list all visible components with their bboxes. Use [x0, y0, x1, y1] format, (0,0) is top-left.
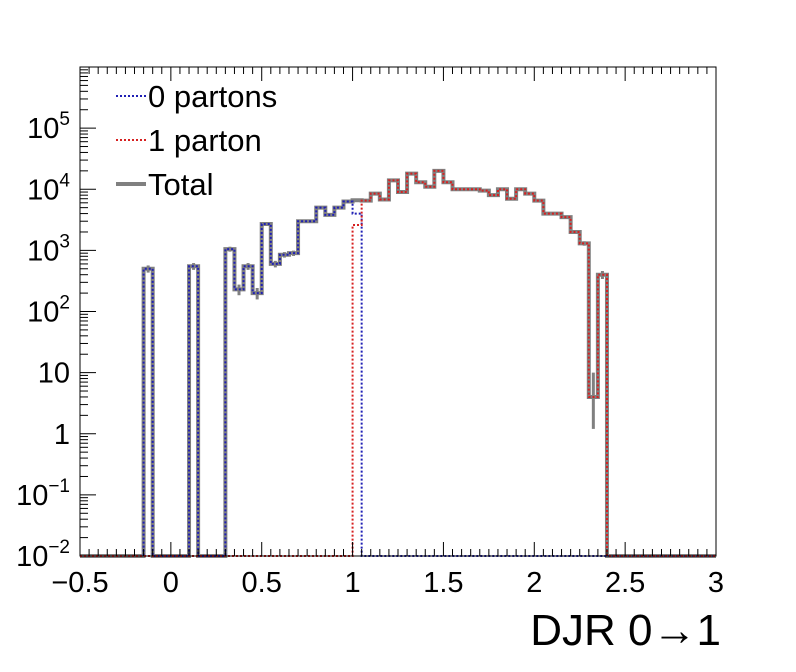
x-tick-label: 3 — [708, 567, 724, 599]
x-tick-label: −0.5 — [51, 567, 108, 599]
y-tick-label: 103 — [27, 231, 70, 267]
y-tick-label: 10−1 — [16, 476, 70, 512]
y-tick-label: 105 — [27, 109, 70, 145]
legend-label: Total — [148, 167, 213, 202]
legend-label: 1 parton — [148, 123, 262, 158]
x-tick-label: 0 — [163, 567, 179, 599]
x-tick-label: 2.5 — [605, 567, 645, 599]
x-axis-title: DJR 0→1 — [530, 606, 721, 655]
y-tick-label: 1 — [54, 419, 70, 451]
y-tick-label: 10 — [38, 358, 70, 390]
x-axis: −0.5 0 0.5 1 1.5 2 2.5 3 — [51, 67, 724, 599]
y-tick-label: 102 — [27, 293, 70, 329]
legend-label: 0 partons — [148, 79, 277, 114]
x-tick-label: 0.5 — [242, 567, 282, 599]
x-tick-label: 1.5 — [423, 567, 463, 599]
legend: 0 partons 1 parton Total — [116, 79, 277, 202]
x-tick-label: 1 — [345, 567, 361, 599]
y-axis: 10−2 10−1 1 10 102 103 104 105 — [16, 69, 96, 573]
y-tick-label: 10−2 — [16, 537, 70, 573]
y-tick-label: 104 — [27, 170, 70, 206]
x-tick-label: 2 — [526, 567, 542, 599]
